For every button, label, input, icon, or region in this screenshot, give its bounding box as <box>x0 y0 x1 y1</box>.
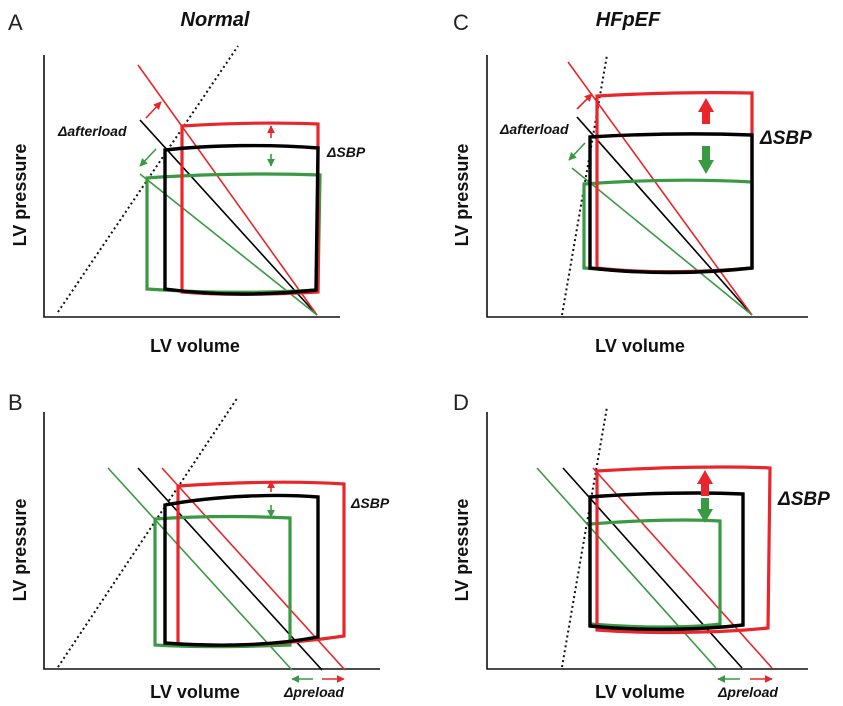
ea-line-baseline-c <box>576 116 753 316</box>
afterload-up-arrow-c <box>576 93 593 110</box>
xlabel-a: LV volume <box>150 336 240 356</box>
panel-a: A LV pressure LV volume Δafterload ΔSBP <box>8 10 366 356</box>
xlabel-b: LV volume <box>150 682 240 702</box>
annotation-preload-d: Δpreload <box>717 684 778 700</box>
pv-loop-baseline-c <box>588 132 754 275</box>
axes-b <box>43 412 380 670</box>
pv-loop-decrease-a <box>145 172 322 294</box>
afterload-down-arrow-c <box>568 142 586 161</box>
annotation-sbp-c: ΔSBP <box>759 128 812 149</box>
sbp-big-up-arrow-d <box>697 470 713 496</box>
ea-line-decrease-d <box>536 467 717 669</box>
pv-loop-decrease-d <box>588 518 722 629</box>
column-title-normal: Normal <box>181 9 250 31</box>
ea-line-increase-a <box>137 64 318 316</box>
pv-loop-baseline-d <box>588 491 745 631</box>
axes-d <box>486 412 808 670</box>
afterload-down-arrow-a <box>139 148 157 167</box>
sbp-big-up-arrow-c <box>698 98 714 124</box>
panel-d: D LV pressure LV volume ΔSBP Δpreload <box>452 390 830 702</box>
axes-c <box>486 55 808 318</box>
ylabel-d: LV pressure <box>452 499 472 602</box>
espvr-line-b <box>57 396 239 668</box>
xlabel-c: LV volume <box>595 336 685 356</box>
annotation-sbp-b: ΔSBP <box>350 495 390 511</box>
annotation-preload-b: Δpreload <box>283 684 344 700</box>
ea-line-baseline-d <box>562 467 743 669</box>
ea-line-decrease-c <box>571 167 753 316</box>
pv-loop-baseline-b <box>163 493 320 647</box>
ea-line-increase-d <box>592 467 773 669</box>
annotation-sbp-a: ΔSBP <box>326 144 366 160</box>
axes-a <box>43 55 340 318</box>
espvr-line-d <box>561 406 608 668</box>
ea-line-increase-c <box>567 61 753 316</box>
panel-c: C LV pressure LV volume Δafterload ΔSBP <box>452 10 812 356</box>
afterload-up-arrow-a <box>145 101 162 119</box>
panel-letter-d: D <box>453 390 469 415</box>
panel-b: B LV pressure LV volume ΔSBP Δpreload <box>8 390 390 702</box>
ylabel-b: LV pressure <box>10 499 30 602</box>
pv-loop-decrease-c <box>582 178 754 274</box>
annotation-afterload-a: Δafterload <box>57 123 127 139</box>
panel-letter-a: A <box>8 10 23 35</box>
ylabel-c: LV pressure <box>452 144 472 247</box>
ea-line-decrease-b <box>107 467 293 671</box>
ylabel-a: LV pressure <box>10 144 30 247</box>
pv-loop-increase-a <box>180 121 320 296</box>
pv-loop-increase-d <box>595 465 772 635</box>
column-title-hfpef: HFpEF <box>596 9 661 31</box>
sbp-big-down-arrow-c <box>698 146 714 174</box>
sbp-big-down-arrow-d <box>697 498 713 523</box>
annotation-afterload-c: Δafterload <box>499 121 569 137</box>
pv-loop-baseline-a <box>163 143 320 296</box>
ea-line-baseline-a <box>139 119 318 316</box>
panel-letter-b: B <box>8 390 23 415</box>
panel-letter-c: C <box>453 10 469 35</box>
annotation-sbp-d: ΔSBP <box>777 489 830 510</box>
xlabel-d: LV volume <box>595 682 685 702</box>
pv-loop-decrease-b <box>153 515 292 649</box>
